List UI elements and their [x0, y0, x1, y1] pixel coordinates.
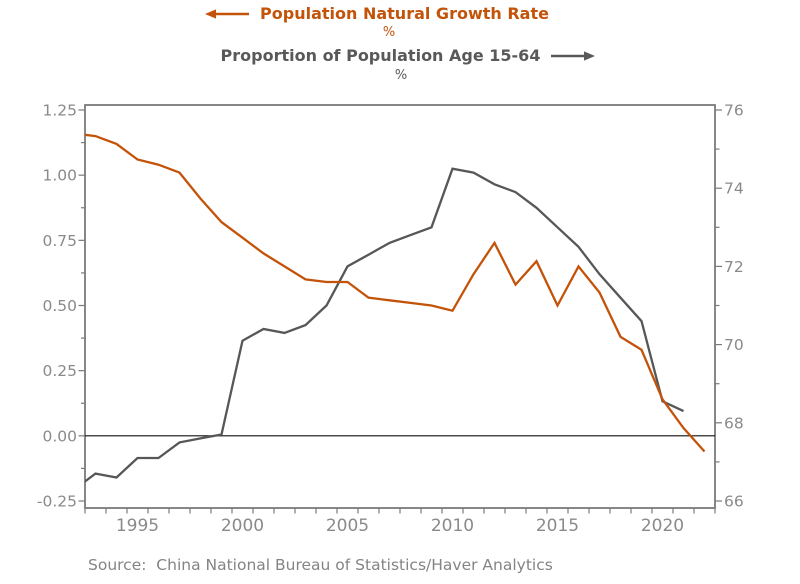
left-tick-label: 0.75: [42, 232, 77, 250]
left-tick-label: 0.50: [42, 297, 77, 315]
left-tick-label: -0.25: [37, 493, 77, 511]
right-tick-label: 76: [724, 102, 744, 120]
x-tick-label: 2000: [221, 516, 264, 536]
series1-title: Population Natural Growth Rate: [260, 4, 549, 23]
series1-unit-label: %: [382, 25, 396, 40]
right-tick-label: 72: [724, 258, 744, 276]
left-tick-label: 0.25: [42, 362, 77, 380]
series2-unit-label: %: [394, 68, 408, 83]
left-tick-label: 1.00: [42, 167, 77, 185]
right-tick-label: 74: [724, 180, 744, 198]
x-tick-label: 2015: [536, 516, 579, 536]
x-tick-label: 1995: [116, 516, 159, 536]
plot-border: [84, 104, 716, 509]
left-tick-label: 0.00: [42, 427, 77, 445]
series1-title-row: Population Natural Growth Rate: [0, 4, 777, 23]
series-line-age-15-64: [85, 167, 684, 483]
right-tick-label: 68: [724, 414, 744, 432]
left-arrow-icon: [205, 8, 250, 19]
x-tick-label: 2020: [641, 516, 684, 536]
right-tick-label: 70: [724, 336, 744, 354]
x-tick-label: 2010: [431, 516, 474, 536]
x-tick-label: 2005: [326, 516, 369, 536]
right-tick-label: 66: [724, 493, 744, 511]
series2-title-row: Proportion of Population Age 15-64: [8, 46, 800, 65]
source-note: Source: China National Bureau of Statist…: [88, 556, 553, 574]
left-tick-label: 1.25: [42, 102, 77, 120]
right-arrow-icon: [551, 50, 596, 61]
series2-title: Proportion of Population Age 15-64: [220, 46, 541, 65]
series-line-natural-growth-rate: [85, 133, 706, 453]
